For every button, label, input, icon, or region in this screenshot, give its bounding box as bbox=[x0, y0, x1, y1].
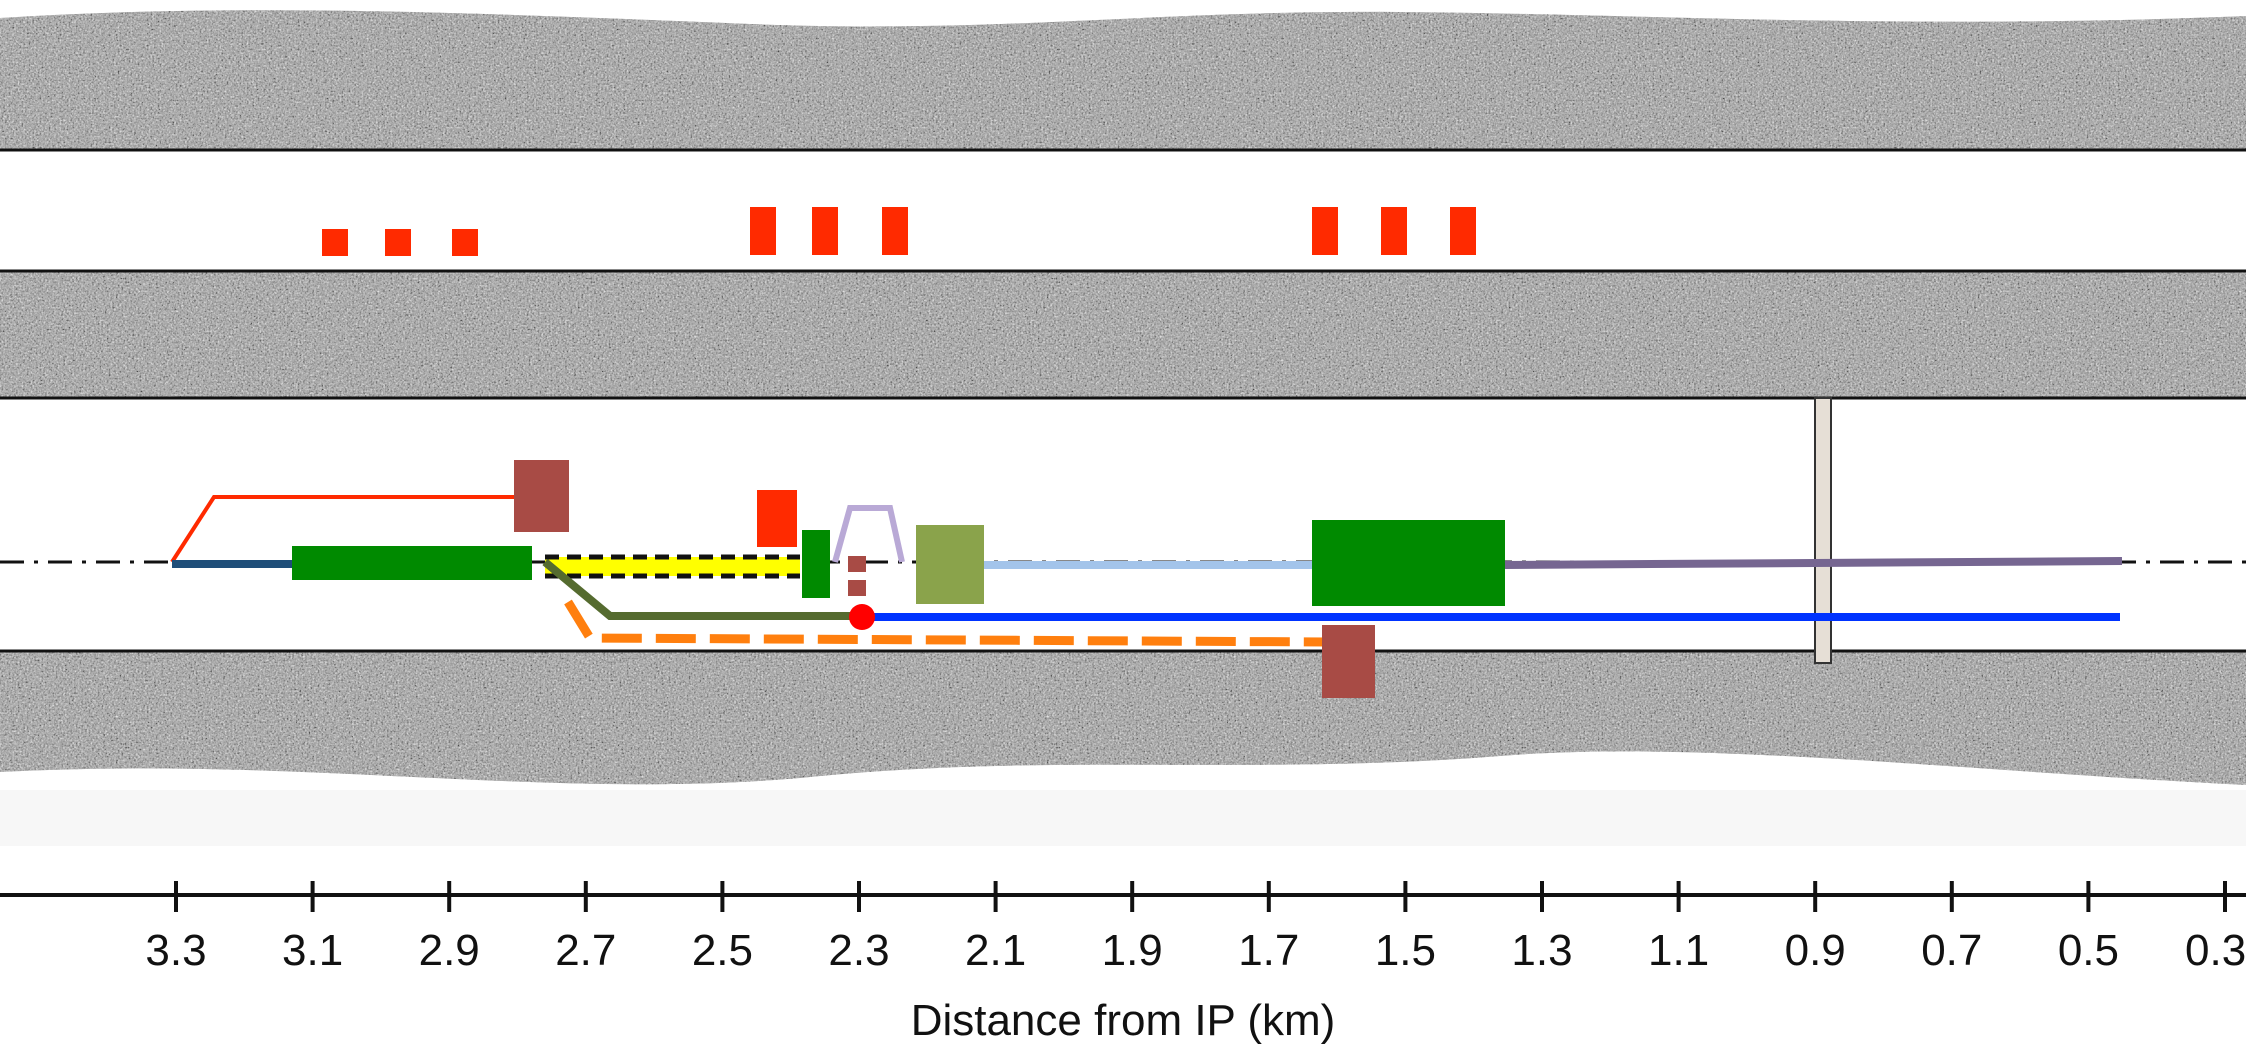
small-green-block bbox=[802, 530, 830, 598]
purple-line bbox=[1504, 557, 2123, 569]
yellow-band bbox=[545, 557, 800, 576]
axis-label: Distance from IP (km) bbox=[911, 996, 1336, 1045]
red-block-tunnel bbox=[757, 490, 797, 547]
brown-small-square bbox=[848, 556, 866, 572]
axis-ticks: 3.3 3.1 2.9 2.7 2.5 2.3 2.1 1.9 1.7 1.5 1.3 1.1 0.9 0… bbox=[145, 881, 2246, 975]
dark-olive-line bbox=[542, 558, 860, 620]
brown-small-square bbox=[848, 580, 866, 596]
axis-tick-label: 2.1 bbox=[965, 926, 1026, 975]
red-block bbox=[812, 207, 838, 255]
axis-tick-label: 2.7 bbox=[555, 926, 616, 975]
axis-tick-label: 2.9 bbox=[419, 926, 480, 975]
red-block bbox=[1450, 207, 1476, 255]
axis-tick-label: 1.1 bbox=[1648, 926, 1709, 975]
rock-layer-bottom-texture bbox=[0, 651, 2246, 785]
distance-axis: 3.3 3.1 2.9 2.7 2.5 2.3 2.1 1.9 1.7 1.5 1.3 1.1 0.9 0… bbox=[0, 881, 2246, 1045]
red-block bbox=[385, 229, 411, 256]
axis-tick-label: 1.7 bbox=[1238, 926, 1299, 975]
vertical-shaft bbox=[1814, 397, 1832, 664]
axis-tick-label: 3.1 bbox=[282, 926, 343, 975]
rock-layer-top-texture bbox=[0, 10, 2246, 151]
red-block bbox=[322, 229, 348, 256]
red-block bbox=[882, 207, 908, 255]
axis-tick-label: 1.3 bbox=[1511, 926, 1572, 975]
axis-tick-label: 0.5 bbox=[2058, 926, 2119, 975]
brown-block-upper bbox=[514, 460, 569, 532]
axis-tick-label: 3.3 bbox=[145, 926, 206, 975]
brown-block-lower bbox=[1322, 625, 1375, 698]
red-block bbox=[1381, 207, 1407, 255]
red-dot bbox=[849, 604, 875, 630]
red-block bbox=[452, 229, 478, 256]
axis-tick-label: 2.3 bbox=[828, 926, 889, 975]
red-block bbox=[750, 207, 776, 255]
upper-gallery-red-blocks bbox=[322, 207, 1476, 256]
olive-block bbox=[916, 525, 984, 604]
axis-tick-label: 2.5 bbox=[692, 926, 753, 975]
axis-tick-label: 0.7 bbox=[1921, 926, 1982, 975]
axis-tick-label: 0.9 bbox=[1785, 926, 1846, 975]
tunnel-components bbox=[170, 460, 2123, 698]
rock-strata bbox=[0, 10, 2246, 846]
green-block-large bbox=[1312, 520, 1505, 606]
lavender-trapezoid bbox=[832, 505, 905, 563]
axis-tick-label: 0.3 bbox=[2185, 926, 2246, 975]
red-block bbox=[1312, 207, 1338, 255]
axis-tick-label: 1.5 bbox=[1375, 926, 1436, 975]
rock-layer-middle-texture bbox=[0, 271, 2246, 398]
orange-dashed-line bbox=[564, 599, 1331, 647]
red-branch-line bbox=[170, 495, 520, 564]
rock-layer-bottom-fade bbox=[0, 790, 2246, 846]
axis-tick-label: 1.9 bbox=[1102, 926, 1163, 975]
green-rectangle-left bbox=[292, 546, 532, 580]
